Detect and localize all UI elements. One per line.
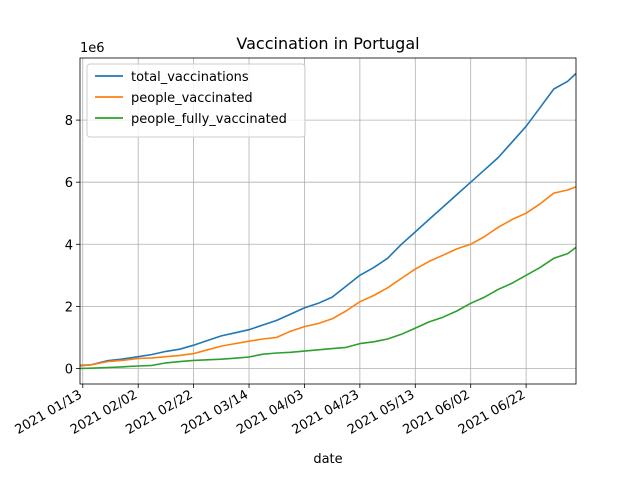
series-lines	[79, 72, 577, 370]
plot-frame	[79, 57, 577, 385]
chart-title: Vaccination in Portugal	[236, 34, 419, 53]
y-scale-label: 1e6	[80, 41, 105, 56]
y-tick-label: 0	[65, 362, 73, 377]
y-tick-label: 2	[65, 300, 73, 315]
x-axis-label: date	[313, 452, 342, 467]
legend-label-total_vaccinations: total_vaccinations	[131, 70, 249, 85]
y-tick-label: 6	[65, 176, 73, 191]
y-axis-ticks: 0 2 4 6 8	[65, 114, 80, 377]
legend: total_vaccinations people_vaccinatedpeopl…	[86, 63, 306, 138]
series-line-total_vaccinations	[79, 72, 577, 367]
y-tick-label: 4	[65, 238, 73, 253]
y-tick-label: 8	[65, 114, 73, 129]
legend-label-people_vaccinated: people_vaccinated	[131, 91, 253, 106]
series-line-people_vaccinated	[79, 186, 577, 367]
series-line-people_fully_vaccinated	[79, 246, 577, 370]
legend-box	[86, 63, 306, 138]
legend-label-people_fully_vaccinated: people_fully_vaccinated	[131, 112, 287, 127]
